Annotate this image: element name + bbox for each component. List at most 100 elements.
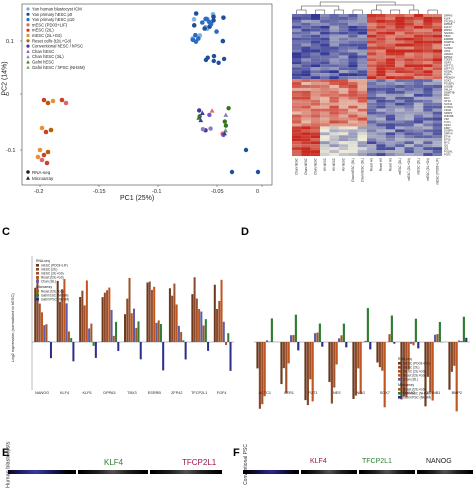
heatmap-cell <box>348 58 357 61</box>
bar <box>135 328 137 342</box>
heatmap-cell <box>301 32 310 35</box>
pca-legend-marker <box>26 66 29 69</box>
heatmap-cell <box>414 144 423 147</box>
bar <box>412 342 414 345</box>
category-label: KLF5 <box>82 391 91 395</box>
heatmap-cell <box>320 144 329 147</box>
heatmap-cell <box>358 91 367 94</box>
heatmap-cell <box>311 91 320 94</box>
heatmap-cell <box>358 129 367 132</box>
heatmap-cell <box>320 17 329 20</box>
f-klf4-image <box>301 470 357 474</box>
heatmap-cell <box>367 55 376 58</box>
e-side-label: Human blastocysts <box>6 442 12 488</box>
bar <box>360 342 362 394</box>
heatmap-cell <box>423 147 432 150</box>
heatmap-cell <box>358 138 367 141</box>
bar <box>106 290 108 342</box>
pca-xtick-label: -0.05 <box>211 189 224 195</box>
heatmap-cell <box>320 29 329 32</box>
heatmap-cell <box>376 23 385 26</box>
heatmap-cell <box>376 14 385 17</box>
heatmap-cell <box>311 64 320 67</box>
pca-point <box>204 17 209 22</box>
heatmap-cell <box>367 23 376 26</box>
heatmap-cell <box>367 58 376 61</box>
heatmap-cell <box>339 64 348 67</box>
heatmap-cell <box>395 52 404 55</box>
pca-ytick-label: 0.1 <box>6 39 14 45</box>
bar <box>93 342 95 346</box>
heatmap-cell <box>395 123 404 126</box>
heatmap-cell <box>405 132 414 135</box>
heatmap-cell <box>433 67 442 70</box>
panel-f-label: F <box>233 447 240 459</box>
heatmap-cell <box>376 118 385 121</box>
heatmap-cell <box>301 126 310 129</box>
heatmap-cell <box>433 38 442 41</box>
heatmap-cell <box>330 47 339 50</box>
heatmap-cell <box>395 121 404 124</box>
bar <box>379 342 381 367</box>
heatmap-cell <box>358 126 367 129</box>
heatmap-cell <box>301 85 310 88</box>
heatmap-cell <box>414 129 423 132</box>
heatmap-cell <box>386 73 395 76</box>
heatmap-cell <box>367 85 376 88</box>
heatmap-cell <box>301 70 310 73</box>
heatmap-cell <box>339 94 348 97</box>
bar <box>66 303 68 342</box>
heatmap-cell <box>358 23 367 26</box>
heatmap-cell <box>367 138 376 141</box>
heatmap-cell <box>292 23 301 26</box>
heatmap-cell <box>339 91 348 94</box>
heatmap-cell <box>330 118 339 121</box>
heatmap-cell <box>311 85 320 88</box>
legend-label: Gafni iPSC (NHSM) <box>41 297 69 301</box>
bar <box>126 299 128 342</box>
pca-point <box>212 54 216 58</box>
heatmap-cell <box>395 97 404 100</box>
heatmap-cell <box>301 52 310 55</box>
heatmap-cell <box>358 26 367 29</box>
heatmap-cell <box>423 153 432 156</box>
heatmap-cell <box>320 38 329 41</box>
heatmap-cell <box>414 123 423 126</box>
heatmap-cell <box>330 126 339 129</box>
heatmap-cell <box>311 123 320 126</box>
heatmap-cell <box>330 94 339 97</box>
heatmap-cell <box>386 50 395 53</box>
pca-point <box>60 98 65 103</box>
heatmap-cell <box>414 118 423 121</box>
heatmap-cell <box>367 82 376 85</box>
heatmap-cell <box>339 17 348 20</box>
heatmap-cell <box>330 52 339 55</box>
bar <box>439 322 441 342</box>
heatmap-cell <box>330 44 339 47</box>
heatmap-cell <box>348 50 357 53</box>
heatmap-cell <box>320 129 329 132</box>
heatmap-cell <box>414 132 423 135</box>
heatmap-cell <box>301 20 310 23</box>
heatmap-cell <box>414 103 423 106</box>
heatmap-cell <box>405 153 414 156</box>
bar <box>319 324 321 342</box>
heatmap-cell <box>423 76 432 79</box>
heatmap-cell <box>405 41 414 44</box>
heatmap-cell <box>423 29 432 32</box>
legend-label: Gafni iPSC (NHSM) <box>403 395 431 399</box>
heatmap-cell <box>433 109 442 112</box>
heatmap-cell <box>423 150 432 153</box>
heatmap-cell <box>405 64 414 67</box>
heatmap-cell <box>358 132 367 135</box>
bar <box>429 342 431 392</box>
heatmap-cell <box>414 100 423 103</box>
heatmap-cell <box>433 126 442 129</box>
bar <box>448 342 450 390</box>
pca-point <box>196 36 201 41</box>
heatmap-col-label: H9 hESC <box>332 157 336 171</box>
pca-ylabel: PC2 (14%) <box>2 61 9 95</box>
pca-point <box>222 57 226 61</box>
heatmap-cell <box>348 82 357 85</box>
bar <box>388 334 390 342</box>
